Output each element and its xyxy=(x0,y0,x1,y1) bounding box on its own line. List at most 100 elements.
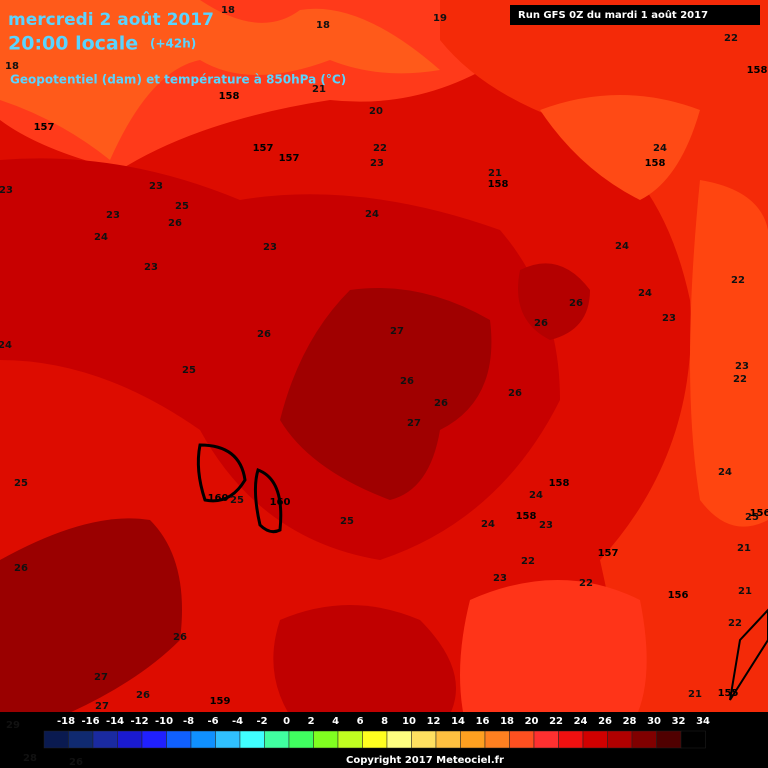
temperature-label: 20 xyxy=(369,106,383,117)
scale-label: -14 xyxy=(106,716,124,727)
contour-labels: 1818192215818158212015715715722232415821… xyxy=(0,5,768,768)
geopotential-label: 157 xyxy=(94,750,115,761)
scale-label: 28 xyxy=(623,716,637,727)
temperature-label: 23 xyxy=(370,158,384,169)
copyright: Copyright 2017 Meteociel.fr xyxy=(346,755,504,766)
temperature-label: 25 xyxy=(175,201,189,212)
scale-swatch xyxy=(141,730,167,749)
scale-label: -8 xyxy=(183,716,194,727)
temperature-label: 27 xyxy=(94,672,108,683)
temperature-label: 22 xyxy=(733,374,747,385)
geopotential-label: 158 xyxy=(219,91,240,102)
scale-label: 20 xyxy=(525,716,539,727)
temperature-label: 26 xyxy=(168,218,182,229)
geopotential-label: 158 xyxy=(747,65,768,76)
geopotential-label: 158 xyxy=(645,158,666,169)
temperature-label: 18 xyxy=(316,20,330,31)
temperature-label: 26 xyxy=(434,398,448,409)
geopotential-label: 157 xyxy=(279,153,300,164)
scale-label: -18 xyxy=(57,716,75,727)
temperature-label: 26 xyxy=(173,632,187,643)
scale-label: 16 xyxy=(476,716,490,727)
geopotential-label: 155 xyxy=(718,688,739,699)
scale-label: -6 xyxy=(207,716,218,727)
scale-label: 10 xyxy=(402,716,416,727)
temperature-label: 24 xyxy=(638,288,652,299)
geopotential-label: 157 xyxy=(598,548,619,559)
scale-swatch xyxy=(411,730,437,749)
temperature-label: 26 xyxy=(14,563,28,574)
scale-label: 12 xyxy=(427,716,441,727)
temperature-label: 18 xyxy=(221,5,235,16)
geopotential-label: 156 xyxy=(750,508,768,519)
scale-swatch xyxy=(43,730,69,749)
temperature-label: 21 xyxy=(488,168,502,179)
temperature-label: 21 xyxy=(312,84,326,95)
temperature-label: 26 xyxy=(569,298,583,309)
lead-time: (+42h) xyxy=(150,37,196,51)
time: 20:00 locale xyxy=(8,33,138,55)
temperature-label: 21 xyxy=(738,586,752,597)
scale-swatch xyxy=(680,730,706,749)
temperature-label: 26 xyxy=(400,376,414,387)
temperature-label: 25 xyxy=(745,512,759,523)
geopotential-label: 158 xyxy=(488,179,509,190)
temperature-label: 27 xyxy=(95,701,109,712)
scale-label: 26 xyxy=(598,716,612,727)
run-info: Run GFS 0Z du mardi 1 août 2017 xyxy=(518,9,708,21)
scale-label: 24 xyxy=(574,716,588,727)
scale-swatch xyxy=(607,730,633,749)
temperature-label: 23 xyxy=(144,262,158,273)
color-scale: -18 -16 -14 -12 -10 -8 -6 -4 -2 0 2 4 6 8 10 12 14 16 18 20… xyxy=(43,716,710,749)
temperature-label: 25 xyxy=(182,365,196,376)
scale-label: -10 xyxy=(155,716,173,727)
scale-swatch xyxy=(166,730,192,749)
scale-swatch xyxy=(313,730,339,749)
scale-label: 18 xyxy=(500,716,514,727)
temperature-label: 22 xyxy=(731,275,745,286)
geopotential-label: 158 xyxy=(516,511,537,522)
geopotential-label: 160 xyxy=(270,497,291,508)
scale-label: 34 xyxy=(696,716,710,727)
geopotential-label: 157 xyxy=(34,122,55,133)
scale-label: 14 xyxy=(451,716,465,727)
temperature-label: 23 xyxy=(539,520,553,531)
temperature-label: 26 xyxy=(508,388,522,399)
temperature-label: 23 xyxy=(149,181,163,192)
scale-swatch xyxy=(533,730,559,749)
scale-swatch xyxy=(264,730,290,749)
scale-swatch xyxy=(337,730,363,749)
temperature-label: 22 xyxy=(521,556,535,567)
temperature-label: 25 xyxy=(230,495,244,506)
scale-label: -12 xyxy=(131,716,149,727)
temperature-label: 26 xyxy=(534,318,548,329)
scale-swatch xyxy=(460,730,486,749)
scale-swatch xyxy=(386,730,412,749)
date: mercredi 2 août 2017 xyxy=(8,10,214,30)
scale-swatch xyxy=(558,730,584,749)
temperature-label: 22 xyxy=(728,618,742,629)
temperature-label: 23 xyxy=(735,361,749,372)
temperature-label: 21 xyxy=(737,543,751,554)
temperature-label: 29 xyxy=(6,720,20,731)
temperature-label: 26 xyxy=(136,690,150,701)
scale-swatch xyxy=(582,730,608,749)
temperature-label: 28 xyxy=(23,753,37,764)
scale-swatch xyxy=(68,730,94,749)
scale-label: 6 xyxy=(357,716,364,727)
scale-swatch xyxy=(117,730,143,749)
scale-label: -4 xyxy=(232,716,243,727)
scale-swatch xyxy=(435,730,461,749)
temperature-label: 21 xyxy=(688,689,702,700)
temperature-label: 23 xyxy=(106,210,120,221)
geopotential-label: 156 xyxy=(668,590,689,601)
temperature-label: 23 xyxy=(0,185,13,196)
temperature-label: 25 xyxy=(14,478,28,489)
temperature-label: 25 xyxy=(340,516,354,527)
temperature-label: 22 xyxy=(724,33,738,44)
temperature-label: 24 xyxy=(0,340,12,351)
scale-swatch xyxy=(362,730,388,749)
temperature-label: 23 xyxy=(662,313,676,324)
scale-label: 2 xyxy=(308,716,315,727)
